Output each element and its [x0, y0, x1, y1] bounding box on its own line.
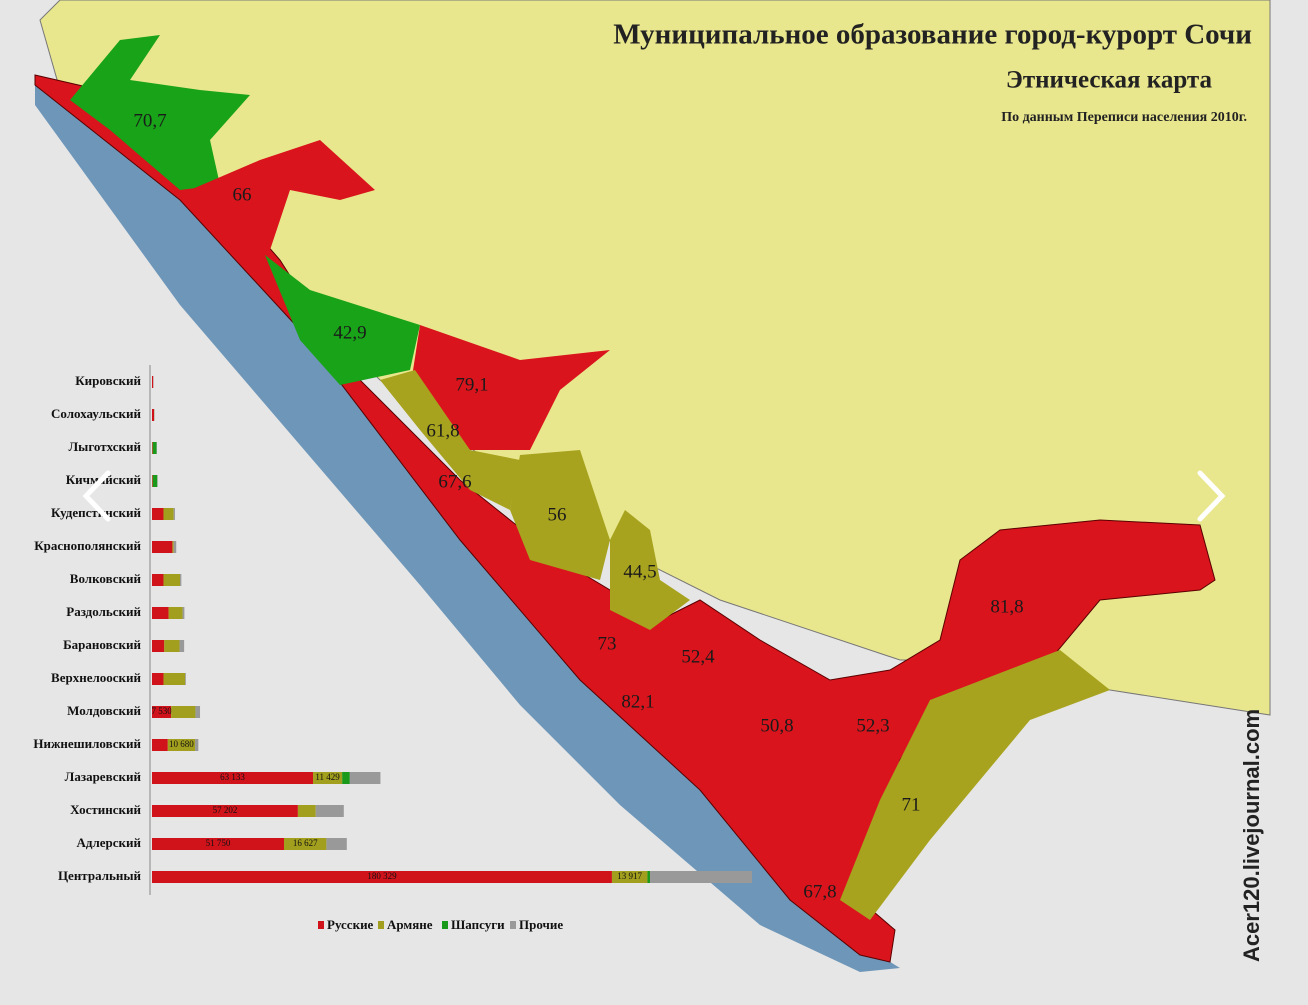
legend-label: Русские	[327, 917, 374, 932]
bar-segment	[185, 673, 186, 685]
region-label: 44,5	[623, 561, 656, 582]
region-label: 73	[598, 633, 617, 654]
region-label: 50,8	[760, 715, 793, 736]
bar-segment	[171, 706, 195, 718]
legend-label: Армяне	[387, 917, 433, 932]
map-subtitle: Этническая карта	[1006, 67, 1213, 94]
region-label: 67,8	[803, 881, 836, 902]
bar-segment	[152, 541, 172, 553]
legend-swatch	[378, 921, 384, 929]
region-label: 81,8	[990, 596, 1023, 617]
value-label: 10 680	[169, 739, 194, 749]
bar-segment	[152, 475, 153, 487]
bar-segment	[650, 871, 752, 883]
bar-segment	[647, 871, 650, 883]
bar-segment	[152, 739, 168, 751]
region-label: 42,9	[333, 322, 366, 343]
region-label: 56	[548, 504, 567, 525]
value-label: 51 750	[206, 838, 231, 848]
category-label: Лыготхский	[69, 439, 142, 454]
map-title: Муниципальное образование город-курорт С…	[613, 19, 1252, 51]
bar-segment	[152, 673, 163, 685]
watermark: Acer120.livejournal.com	[1239, 709, 1264, 962]
bar-segment	[195, 739, 198, 751]
bar-segment	[172, 541, 173, 553]
region-label: 79,1	[455, 374, 488, 395]
source-note: По данным Переписи населения 2010г.	[1001, 110, 1247, 125]
region-label: 71	[902, 794, 921, 815]
bar-segment	[163, 574, 180, 586]
value-label: 16 627	[293, 838, 318, 848]
bar-segment	[169, 607, 183, 619]
bar-segment	[152, 409, 154, 421]
category-label: Нижнешиловский	[33, 736, 141, 751]
category-label: Краснополянский	[34, 538, 141, 553]
bar-segment	[163, 508, 173, 520]
region-label: 82,1	[621, 691, 654, 712]
bar-segment	[316, 805, 344, 817]
legend-swatch	[442, 921, 448, 929]
legend-swatch	[510, 921, 516, 929]
bar-segment	[180, 640, 185, 652]
value-label: 7 530	[151, 706, 172, 716]
bar-segment	[350, 772, 381, 784]
category-label: Раздольский	[66, 604, 141, 619]
bar-segment	[153, 442, 157, 454]
region-label: 70,7	[133, 110, 166, 131]
bar-segment	[163, 673, 185, 685]
category-label: Молдовский	[67, 703, 141, 718]
value-label: 11 429	[315, 772, 340, 782]
category-label: Центральный	[58, 868, 142, 883]
bar-segment	[152, 508, 163, 520]
bar-segment	[152, 574, 163, 586]
category-label: Солохаульский	[51, 406, 141, 421]
bar-segment	[153, 475, 158, 487]
legend-label: Прочие	[519, 917, 563, 932]
category-label: Верхнелооский	[51, 670, 141, 685]
category-label: Барановский	[63, 637, 141, 652]
value-label: 180 329	[367, 871, 397, 881]
category-label: Волковский	[70, 571, 142, 586]
value-label: 63 133	[220, 772, 245, 782]
region-label: 66	[233, 184, 252, 205]
region-label: 52,3	[856, 715, 889, 736]
category-label: Адлерский	[77, 835, 142, 850]
value-label: 13 917	[617, 871, 642, 881]
value-label: 57 202	[213, 805, 238, 815]
bar-segment	[174, 541, 177, 553]
region-label: 67,6	[438, 471, 471, 492]
bar-segment	[342, 772, 350, 784]
bar-segment	[298, 805, 316, 817]
category-label: Кировский	[75, 373, 141, 388]
bar-segment	[195, 706, 200, 718]
bar-segment	[174, 508, 175, 520]
legend-swatch	[318, 921, 324, 929]
bar-segment	[326, 838, 346, 850]
region-label: 52,4	[681, 646, 715, 667]
region-label: 61,8	[426, 420, 459, 441]
bar-segment	[152, 607, 169, 619]
bar-segment	[152, 640, 164, 652]
bar-segment	[183, 607, 185, 619]
bar-segment	[164, 640, 179, 652]
legend-label: Шапсуги	[451, 917, 505, 932]
bar-segment	[180, 574, 181, 586]
bar-segment	[152, 376, 153, 388]
category-label: Хостинский	[70, 802, 141, 817]
category-label: Лазаревский	[65, 769, 142, 784]
bar-segment	[152, 442, 153, 454]
